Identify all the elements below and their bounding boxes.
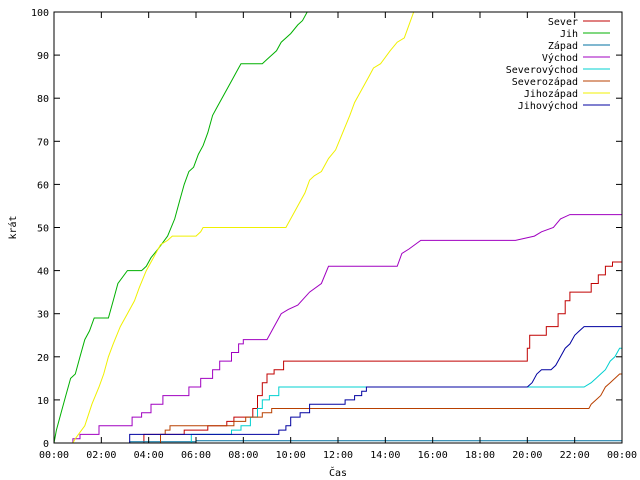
y-tick-label: 90	[37, 51, 49, 62]
x-tick-label: 06:00	[181, 450, 211, 461]
x-tick-label: 16:00	[418, 450, 448, 461]
legend-label-jihozapad: Jihozápad	[524, 88, 578, 100]
y-tick-label: 70	[37, 137, 49, 148]
y-tick-label: 10	[37, 396, 49, 407]
x-tick-label: 04:00	[134, 450, 164, 461]
series-line-severovychod	[54, 347, 622, 444]
y-tick-label: 50	[37, 224, 49, 235]
series-line-severozapad	[54, 373, 622, 444]
legend-label-zapad: Západ	[548, 40, 578, 52]
series-line-sever	[54, 261, 622, 444]
y-tick-label: 100	[31, 8, 49, 19]
x-tick-label: 18:00	[465, 450, 495, 461]
legend-label-severovychod: Severovýchod	[506, 64, 578, 76]
y-tick-label: 40	[37, 267, 49, 278]
y-tick-label: 20	[37, 353, 49, 364]
x-tick-label: 12:00	[323, 450, 353, 461]
legend-label-jihovychod: Jihovýchod	[518, 100, 578, 112]
y-tick-label: 60	[37, 180, 49, 191]
y-tick-label: 80	[37, 94, 49, 105]
legend: SeverJihZápadVýchodSeverovýchodSeverozáp…	[506, 17, 610, 112]
series-line-jihozapad	[54, 11, 419, 444]
x-tick-label: 02:00	[86, 450, 116, 461]
x-tick-label: 22:00	[560, 450, 590, 461]
y-tick-label: 30	[37, 310, 49, 321]
legend-label-vychod: Východ	[542, 52, 578, 64]
series-line-jih	[53, 11, 315, 444]
x-tick-label: 00:00	[607, 450, 637, 461]
y-axis-label: krát	[7, 215, 19, 239]
x-tick-label: 00:00	[39, 450, 69, 461]
y-tick-label: 0	[43, 439, 49, 450]
x-tick-label: 08:00	[228, 450, 258, 461]
x-tick-label: 20:00	[512, 450, 542, 461]
legend-label-severozapad: Severozápad	[512, 76, 578, 88]
ticks-layer: 0 10 20 30 40 50 60 70 80 90 100 00:00 02:00 04:00 06:…	[31, 8, 637, 461]
x-tick-label: 14:00	[370, 450, 400, 461]
series-line-jihovychod	[54, 326, 622, 444]
legend-label-jih: Jih	[560, 29, 578, 40]
x-tick-label: 10:00	[276, 450, 306, 461]
legend-label-sever: Sever	[548, 17, 578, 28]
series-line-vychod	[54, 214, 622, 444]
x-axis-label: Čas	[329, 466, 347, 479]
